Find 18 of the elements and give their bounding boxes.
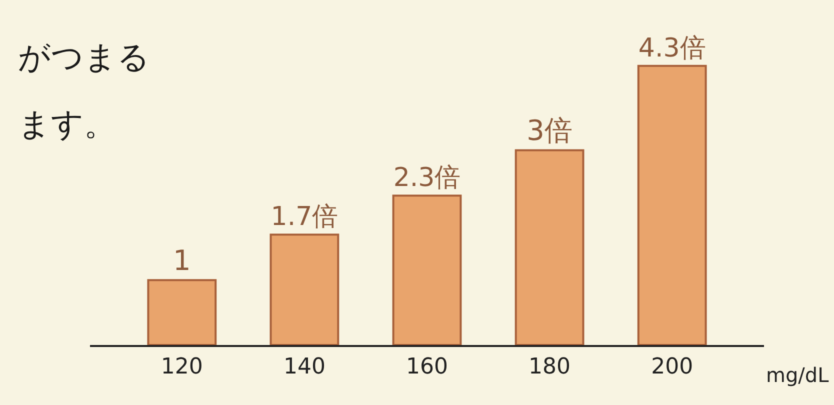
data-label: 2.3倍	[393, 163, 461, 194]
x-tick-label: 140	[283, 354, 326, 380]
x-tick-label: 200	[651, 354, 694, 380]
x-axis-title: mg/dL	[766, 363, 830, 387]
bar	[270, 234, 340, 345]
bar	[637, 64, 707, 345]
data-label: 1.7倍	[270, 202, 338, 232]
x-tick-label: 120	[160, 354, 203, 380]
x-tick-label: 160	[406, 354, 448, 380]
bar	[514, 149, 584, 345]
annotation: ます。	[18, 105, 116, 143]
data-label: 1	[172, 244, 191, 278]
bar	[147, 279, 217, 345]
bar	[392, 194, 462, 345]
annotation: がつまる	[18, 38, 150, 76]
x-tick-label: 180	[528, 354, 571, 380]
data-label: 4.3倍	[638, 33, 706, 64]
data-label: 3倍	[526, 114, 572, 148]
